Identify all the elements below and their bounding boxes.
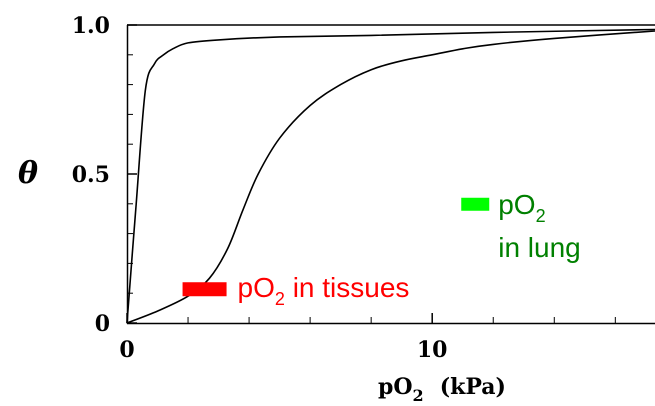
x-tick-label: 0	[119, 337, 134, 363]
lung-label: pO2	[498, 189, 545, 226]
y-tick-label: 0.5	[72, 162, 110, 188]
series-line-1	[126, 28, 655, 324]
y-tick-label: 0	[95, 311, 110, 337]
annotations: pO2 in tissues pO2 in lung	[182, 189, 581, 309]
tissues-marker	[182, 282, 227, 297]
tick-labels: 0 10 0 0.5 1.0	[72, 13, 448, 363]
x-axis-label-sub: 2	[413, 386, 424, 405]
ticks	[126, 24, 616, 324]
y-tick-label: 1.0	[72, 13, 110, 39]
tissues-label: pO2 in tissues	[238, 272, 410, 309]
x-axis-label: pO2 (kPa)	[378, 374, 506, 405]
x-tick-label: 10	[417, 337, 448, 363]
lung-marker	[461, 197, 490, 211]
y-axis-label: θ	[18, 156, 38, 191]
x-axis-label-unit: (kPa)	[440, 374, 506, 400]
lung-label-line2: in lung	[498, 232, 581, 263]
x-axis-label-main: pO	[378, 374, 413, 400]
